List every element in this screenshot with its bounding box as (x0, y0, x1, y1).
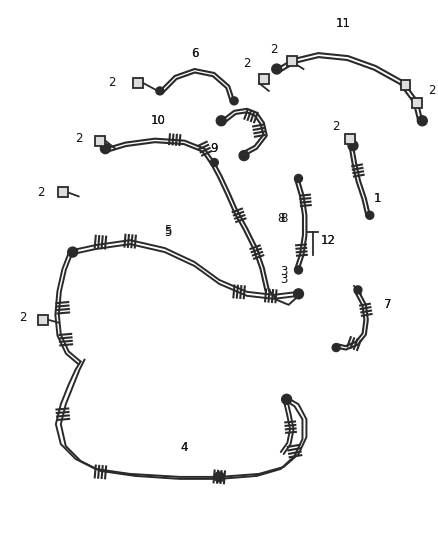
Text: 3: 3 (280, 273, 287, 286)
Text: 7: 7 (384, 298, 392, 311)
Text: 6: 6 (191, 46, 198, 60)
Circle shape (214, 472, 224, 482)
Bar (38, 315, 48, 325)
Circle shape (156, 87, 164, 95)
Bar (95, 136, 106, 146)
Text: 4: 4 (181, 441, 188, 454)
Circle shape (239, 151, 249, 160)
Bar (413, 98, 422, 108)
Text: 9: 9 (211, 142, 218, 155)
Circle shape (417, 116, 427, 126)
Circle shape (293, 289, 304, 299)
Text: 4: 4 (181, 441, 188, 454)
Circle shape (366, 211, 374, 219)
Circle shape (100, 144, 110, 154)
Circle shape (332, 344, 340, 352)
Circle shape (230, 97, 238, 105)
Bar (259, 74, 269, 84)
Circle shape (354, 286, 362, 294)
Text: 3: 3 (280, 265, 287, 278)
Text: 10: 10 (150, 114, 165, 127)
Bar (58, 188, 68, 197)
Text: 2: 2 (109, 76, 116, 90)
Circle shape (294, 174, 303, 182)
Text: 6: 6 (191, 46, 198, 60)
Circle shape (294, 266, 303, 274)
Text: 12: 12 (321, 233, 336, 247)
Text: 5: 5 (164, 225, 171, 239)
Text: 2: 2 (19, 311, 27, 324)
Bar (133, 78, 143, 88)
Text: 7: 7 (384, 298, 392, 311)
Text: 2: 2 (37, 186, 45, 199)
Circle shape (68, 247, 78, 257)
Text: 12: 12 (321, 233, 336, 247)
Text: 8: 8 (280, 212, 287, 225)
Text: 1: 1 (374, 192, 381, 205)
Text: 2: 2 (270, 43, 278, 55)
Text: 2: 2 (243, 56, 251, 70)
Text: 11: 11 (336, 17, 350, 30)
Text: 2: 2 (428, 84, 436, 98)
Bar (345, 134, 355, 144)
Text: 9: 9 (211, 142, 218, 155)
Text: 8: 8 (277, 212, 284, 225)
Text: 11: 11 (336, 17, 350, 30)
Bar (286, 56, 297, 66)
Text: 1: 1 (374, 192, 381, 205)
Text: 2: 2 (332, 120, 340, 133)
Circle shape (348, 141, 358, 151)
Bar (400, 80, 410, 90)
Text: 2: 2 (75, 132, 82, 145)
Circle shape (210, 158, 218, 166)
Circle shape (282, 394, 292, 404)
Text: 10: 10 (150, 114, 165, 127)
Circle shape (272, 64, 282, 74)
Text: 5: 5 (164, 224, 171, 237)
Circle shape (216, 116, 226, 126)
